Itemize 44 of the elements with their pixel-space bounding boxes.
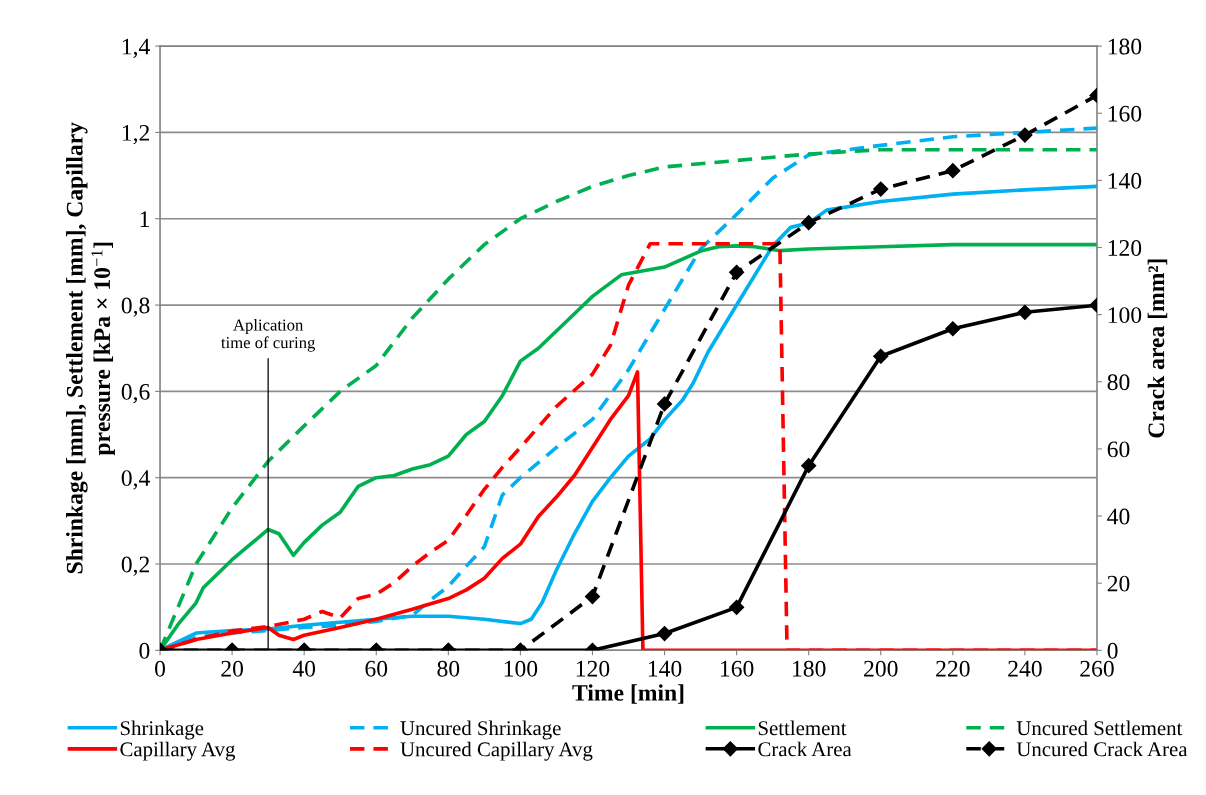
legend-label: Uncured Capillary Avg: [400, 741, 593, 761]
y-tick-label: 0: [139, 642, 150, 659]
annotation: Aplication time of curing: [221, 318, 316, 352]
x-tick-label: 240: [1008, 660, 1042, 677]
x-tick-label: 220: [936, 660, 970, 677]
y-tick-label: 1,4: [122, 38, 150, 58]
y2-tick-label: 40: [1107, 508, 1130, 525]
x-tick-label: 260: [1080, 660, 1114, 677]
y2-tick-label: 120: [1108, 240, 1142, 256]
y-tick-label: 0,6: [121, 383, 150, 404]
x-tick-label: 140: [648, 660, 682, 677]
x-tick-label: 60: [365, 660, 388, 677]
y-tick-label: 1: [140, 211, 149, 227]
x-tick-label: 160: [720, 660, 754, 677]
y2-tick-label: 160: [1108, 105, 1142, 122]
x-tick-label: 0: [155, 660, 166, 677]
y-tick-label: 0,4: [121, 470, 150, 490]
x-tick-label: 180: [793, 660, 826, 677]
y-tick-label: 0,8: [121, 297, 150, 317]
y2-tick-label: 140: [1108, 172, 1142, 189]
y2-tick-label: 60: [1107, 441, 1130, 458]
x-axis-title: Time [min]: [572, 684, 684, 704]
legend-label: Crack Area: [758, 741, 852, 757]
y-tick-label: 0,2: [121, 556, 150, 576]
y2-tick-label: 100: [1108, 307, 1142, 324]
y-tick-label: 1,2: [122, 124, 150, 145]
legend-label: Shrinkage: [120, 720, 204, 740]
y2-tick-label: 20: [1107, 575, 1130, 592]
x-tick-label: 120: [576, 660, 610, 677]
legend-label: Capillary Avg: [120, 741, 236, 761]
legend-label: Uncured Settlement: [1016, 720, 1183, 736]
y-axis-title: Shrinkage [mm], Settlement [mm], Capillary pressure [kPa × 10$^{−1}$]: [66, 122, 115, 574]
y2-tick-label: 80: [1107, 374, 1130, 391]
x-tick-label: 80: [437, 660, 460, 677]
legend-label: Settlement: [758, 720, 847, 736]
x-tick-label: 200: [864, 660, 898, 677]
x-tick-label: 40: [292, 660, 316, 677]
y2-tick-label: 0: [1107, 642, 1118, 659]
legend-label: Uncured Crack Area: [1016, 741, 1188, 757]
legend-label: Uncured Shrinkage: [400, 720, 561, 740]
y2-tick-label: 180: [1108, 38, 1142, 55]
x-tick-label: 20: [221, 660, 244, 677]
y2-axis-title: Crack area [mm²]: [1147, 259, 1168, 438]
x-tick-label: 100: [504, 660, 538, 677]
